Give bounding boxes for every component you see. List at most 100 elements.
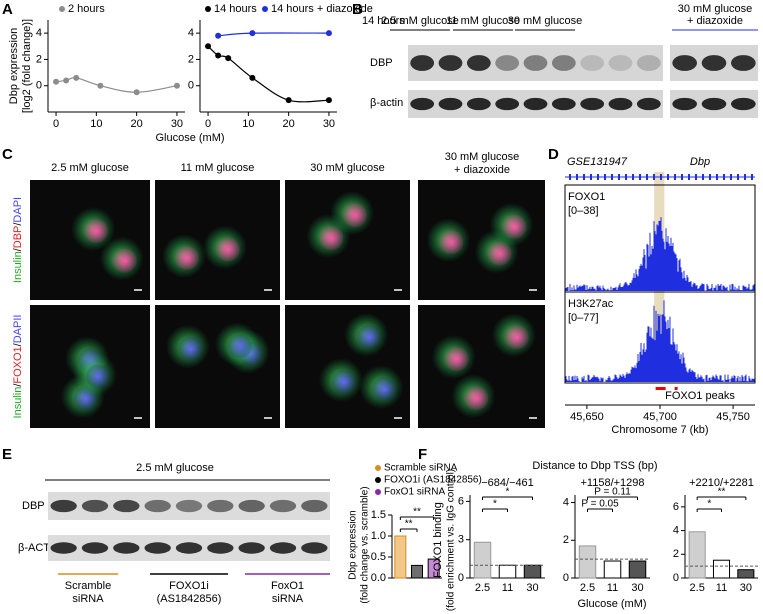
x-tick-label: 11: [716, 582, 727, 594]
exon: [737, 174, 739, 180]
band: [495, 55, 520, 71]
data-point: [249, 74, 256, 81]
row-label-part: /: [12, 383, 24, 387]
peak: [655, 387, 666, 390]
band: [466, 55, 491, 71]
x-axis-label: Glucose (mM): [577, 598, 646, 610]
y-tick-label: 0: [458, 572, 464, 584]
x-tick-label: 11: [607, 582, 618, 594]
x-tick-label: 0: [205, 118, 211, 130]
data-point: [215, 32, 222, 39]
legend-marker: [59, 6, 65, 12]
data-point: [325, 30, 332, 37]
gene-label: Dbp: [690, 156, 710, 168]
x-axis-label: Glucose (mM): [155, 132, 224, 144]
row-label-part: DAPI: [12, 197, 24, 223]
cell-nucleus: [331, 369, 356, 394]
row-label-part: Insulin: [12, 387, 24, 419]
y-axis-label: (fold change vs. scramble): [360, 486, 371, 603]
y-tick-label: 0.5: [371, 551, 386, 563]
band: [207, 499, 234, 513]
cell-nucleus: [343, 203, 368, 228]
cell-nucleus: [112, 248, 137, 273]
x-tick-label: 2.5: [690, 582, 705, 594]
group-label: FoxO1: [271, 580, 304, 592]
exon: [604, 174, 606, 180]
exon: [625, 174, 627, 180]
y-axis-label: Dbp expression: [8, 28, 20, 104]
track-label: [0–77]: [568, 312, 599, 324]
band: [438, 97, 463, 111]
x-tick-label: 30: [740, 582, 752, 594]
legend-marker: [375, 465, 381, 471]
column-header: 2.5 mM glucose: [51, 162, 129, 174]
band: [495, 97, 520, 111]
column-header: 30 mM glucose: [310, 162, 385, 174]
cell-nucleus: [215, 237, 240, 262]
peak: [674, 387, 678, 390]
x-tick-label: 10: [90, 118, 102, 130]
bar: [712, 559, 731, 579]
cell-nucleus: [319, 226, 344, 251]
bar: [473, 541, 492, 579]
significance-label: **: [718, 487, 726, 498]
exon: [716, 174, 718, 180]
band: [551, 55, 576, 71]
column-header: 30 mM glucose: [445, 151, 520, 163]
x-axis-label: Chromosome 7 (kb): [611, 424, 708, 436]
group-label: 11 mM glucose: [446, 15, 520, 27]
panel-title: Distance to Dbp TSS (bp): [532, 460, 657, 472]
exon: [632, 174, 634, 180]
legend-marker: [262, 6, 268, 12]
cell-nucleus: [227, 334, 252, 359]
band: [410, 97, 435, 111]
data-point: [325, 97, 332, 104]
chart-title: +2210/+2281: [689, 477, 754, 489]
x-tick-label: 10: [242, 118, 254, 130]
exon: [681, 174, 683, 180]
band: [523, 97, 548, 111]
cell-nucleus: [444, 346, 469, 371]
band: [175, 542, 203, 554]
cell-nucleus: [178, 336, 203, 361]
cell-nucleus: [502, 214, 527, 239]
y-tick-label: 2: [36, 53, 42, 65]
band: [608, 97, 633, 111]
exon: [688, 174, 690, 180]
exon: [590, 174, 592, 180]
group-label: 30 mM glucose: [678, 3, 753, 15]
bar: [411, 564, 423, 579]
exon: [674, 174, 676, 180]
data-point: [73, 74, 80, 81]
bar: [427, 558, 440, 579]
y-tick-label: 6: [458, 495, 464, 507]
row-label-part: Insulin: [12, 251, 24, 283]
track-label: H3K27ac: [568, 298, 614, 310]
chart-title: +1158/+1298: [580, 477, 644, 489]
data-point: [63, 77, 70, 84]
panel-label: D: [548, 146, 559, 163]
panel-label: B: [352, 1, 363, 18]
exon: [695, 174, 697, 180]
data-point: [205, 43, 212, 50]
legend-label: 14 hours: [214, 3, 257, 15]
bar: [498, 564, 517, 579]
exon: [576, 174, 578, 180]
row-label-part: /: [12, 247, 24, 251]
x-tick-label: 30: [323, 118, 335, 130]
bar: [628, 560, 647, 579]
exon: [569, 174, 571, 180]
x-tick-label: 30: [631, 582, 643, 594]
y-tick-label: 0: [563, 572, 569, 584]
y-tick-label: 1.5: [371, 509, 386, 521]
band: [207, 542, 234, 554]
exon: [611, 174, 613, 180]
panel-label: F: [418, 446, 427, 463]
data-point: [53, 78, 60, 85]
data-point: [215, 52, 222, 59]
x-tick-label: 0: [53, 118, 59, 130]
legend-label: 14 hours + diazoxide: [271, 3, 373, 15]
bar: [603, 560, 622, 579]
significance-label: *: [707, 499, 711, 510]
band: [636, 55, 661, 71]
